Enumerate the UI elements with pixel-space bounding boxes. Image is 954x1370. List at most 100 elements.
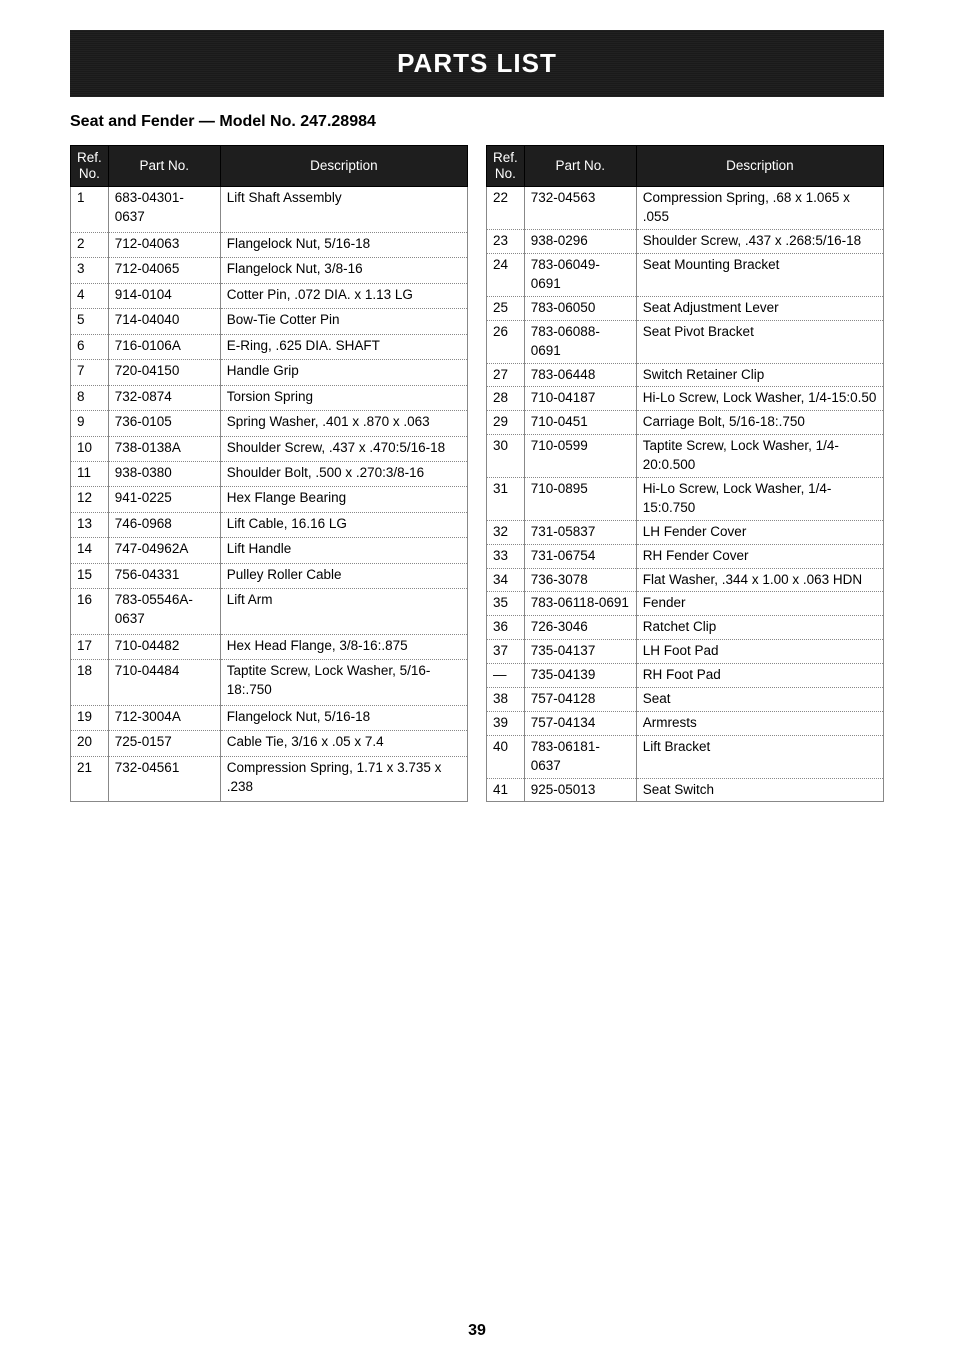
table-row: 32731-05837LH Fender Cover — [487, 520, 884, 544]
cell-part: 712-3004A — [108, 705, 220, 730]
table-row: 4914-0104Cotter Pin, .072 DIA. x 1.13 LG — [71, 283, 468, 308]
cell-desc: Lift Bracket — [636, 735, 883, 778]
cell-part: 783-06181-0637 — [524, 735, 636, 778]
cell-part: 757-04134 — [524, 711, 636, 735]
cell-part: 735-04137 — [524, 640, 636, 664]
cell-part: 735-04139 — [524, 664, 636, 688]
cell-ref: 8 — [71, 385, 109, 410]
cell-desc: Lift Shaft Assembly — [220, 187, 467, 233]
cell-part: 756-04331 — [108, 563, 220, 588]
cell-ref: 37 — [487, 640, 525, 664]
cell-part: 725-0157 — [108, 731, 220, 756]
cell-desc: Fender — [636, 592, 883, 616]
cell-part: 736-0105 — [108, 411, 220, 436]
cell-desc: Lift Cable, 16.16 LG — [220, 512, 467, 537]
cell-ref: 31 — [487, 477, 525, 520]
banner-title: PARTS LIST — [70, 30, 884, 97]
cell-ref: 2 — [71, 232, 109, 257]
cell-part: 710-04482 — [108, 634, 220, 659]
cell-ref: 16 — [71, 589, 109, 635]
table-row: 30710-0599Taptite Screw, Lock Washer, 1/… — [487, 435, 884, 478]
page-number: 39 — [70, 1322, 884, 1340]
table-row: 37735-04137LH Foot Pad — [487, 640, 884, 664]
table-row: 8732-0874Torsion Spring — [71, 385, 468, 410]
cell-desc: Compression Spring, 1.71 x 3.735 x .238 — [220, 756, 467, 802]
cell-part: 710-0895 — [524, 477, 636, 520]
table-row: 14747-04962ALift Handle — [71, 538, 468, 563]
cell-part: 783-06448 — [524, 363, 636, 387]
table-row: —735-04139RH Foot Pad — [487, 664, 884, 688]
cell-ref: 26 — [487, 320, 525, 363]
cell-ref: 5 — [71, 309, 109, 334]
table-row: 21732-04561Compression Spring, 1.71 x 3.… — [71, 756, 468, 802]
cell-desc: Flat Washer, .344 x 1.00 x .063 HDN — [636, 568, 883, 592]
table-row: 36726-3046Ratchet Clip — [487, 616, 884, 640]
cell-desc: Lift Handle — [220, 538, 467, 563]
cell-ref: 24 — [487, 254, 525, 297]
cell-part: 738-0138A — [108, 436, 220, 461]
cell-part: 731-05837 — [524, 520, 636, 544]
table-row: 27783-06448Switch Retainer Clip — [487, 363, 884, 387]
table-row: 7720-04150Handle Grip — [71, 360, 468, 385]
cell-part: 747-04962A — [108, 538, 220, 563]
table-row: 6716-0106AE-Ring, .625 DIA. SHAFT — [71, 334, 468, 359]
cell-desc: Cable Tie, 3/16 x .05 x 7.4 — [220, 731, 467, 756]
cell-desc: Flangelock Nut, 5/16-18 — [220, 705, 467, 730]
cell-ref: 33 — [487, 544, 525, 568]
table-row: 12941-0225Hex Flange Bearing — [71, 487, 468, 512]
cell-part: 716-0106A — [108, 334, 220, 359]
cell-ref: 29 — [487, 411, 525, 435]
table-row: 13746-0968Lift Cable, 16.16 LG — [71, 512, 468, 537]
cell-desc: Hi-Lo Screw, Lock Washer, 1/4-15:0.750 — [636, 477, 883, 520]
cell-desc: Hex Head Flange, 3/8-16:.875 — [220, 634, 467, 659]
cell-desc: Seat Pivot Bracket — [636, 320, 883, 363]
cell-part: 732-04561 — [108, 756, 220, 802]
cell-part: 746-0968 — [108, 512, 220, 537]
cell-desc: Carriage Bolt, 5/16-18:.750 — [636, 411, 883, 435]
cell-desc: Flangelock Nut, 5/16-18 — [220, 232, 467, 257]
cell-ref: 4 — [71, 283, 109, 308]
cell-part: 914-0104 — [108, 283, 220, 308]
table-row: 11938-0380Shoulder Bolt, .500 x .270:3/8… — [71, 462, 468, 487]
table-row: 19712-3004AFlangelock Nut, 5/16-18 — [71, 705, 468, 730]
cell-ref: 21 — [71, 756, 109, 802]
cell-ref: 39 — [487, 711, 525, 735]
table-row: 9736-0105Spring Washer, .401 x .870 x .0… — [71, 411, 468, 436]
cell-part: 941-0225 — [108, 487, 220, 512]
cell-part: 925-05013 — [524, 778, 636, 802]
cell-ref: 40 — [487, 735, 525, 778]
cell-ref: 15 — [71, 563, 109, 588]
cell-desc: Armrests — [636, 711, 883, 735]
cell-ref: 35 — [487, 592, 525, 616]
cell-desc: Taptite Screw, Lock Washer, 5/16-18:.750 — [220, 660, 467, 706]
cell-ref: — — [487, 664, 525, 688]
cell-ref: 38 — [487, 687, 525, 711]
table-row: 10738-0138AShoulder Screw, .437 x .470:5… — [71, 436, 468, 461]
cell-part: 710-0599 — [524, 435, 636, 478]
cell-ref: 7 — [71, 360, 109, 385]
cell-part: 710-0451 — [524, 411, 636, 435]
cell-ref: 23 — [487, 230, 525, 254]
cell-desc: Handle Grip — [220, 360, 467, 385]
cell-part: 712-04063 — [108, 232, 220, 257]
col-header-ref: Ref.No. — [487, 146, 525, 187]
table-row: 18710-04484Taptite Screw, Lock Washer, 5… — [71, 660, 468, 706]
table-row: 3712-04065Flangelock Nut, 3/8-16 — [71, 258, 468, 283]
cell-part: 736-3078 — [524, 568, 636, 592]
table-row: 35783-06118-0691Fender — [487, 592, 884, 616]
cell-part: 783-06050 — [524, 296, 636, 320]
cell-desc: Shoulder Screw, .437 x .268:5/16-18 — [636, 230, 883, 254]
cell-ref: 12 — [71, 487, 109, 512]
table-row: 15756-04331Pulley Roller Cable — [71, 563, 468, 588]
cell-desc: Ratchet Clip — [636, 616, 883, 640]
col-header-part: Part No. — [524, 146, 636, 187]
cell-desc: Pulley Roller Cable — [220, 563, 467, 588]
cell-part: 712-04065 — [108, 258, 220, 283]
col-header-desc: Description — [636, 146, 883, 187]
cell-part: 720-04150 — [108, 360, 220, 385]
table-row: 39757-04134Armrests — [487, 711, 884, 735]
cell-ref: 41 — [487, 778, 525, 802]
cell-part: 732-0874 — [108, 385, 220, 410]
table-row: 2712-04063Flangelock Nut, 5/16-18 — [71, 232, 468, 257]
cell-desc: Torsion Spring — [220, 385, 467, 410]
